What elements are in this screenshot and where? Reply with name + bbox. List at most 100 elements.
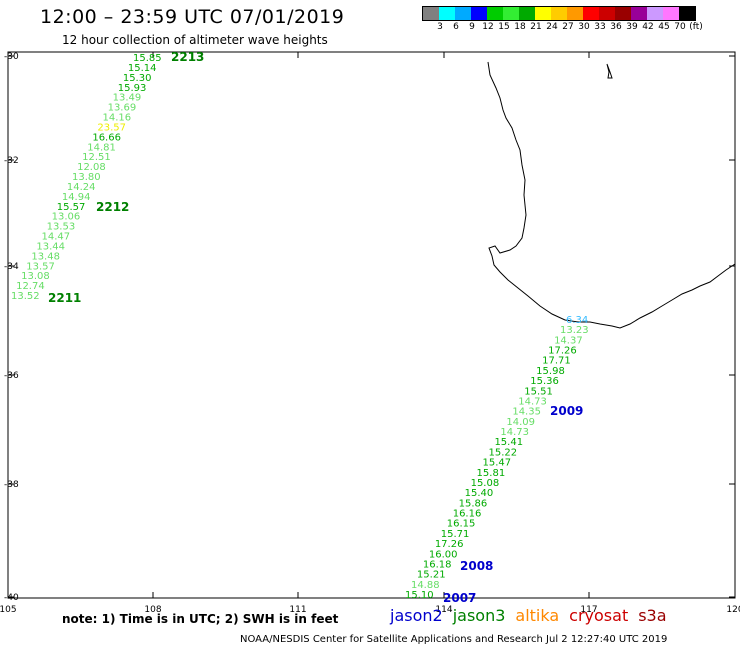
- lat-tick-label: -40: [4, 593, 19, 603]
- swh-value-west: 13.06: [52, 212, 81, 223]
- swh-value-east: 15.36: [530, 376, 559, 387]
- colorbar-label: 6: [453, 22, 459, 32]
- colorbar-label: 30: [578, 22, 590, 32]
- swh-value-east: 16.00: [429, 549, 458, 560]
- swh-value-east: 13.23: [560, 325, 589, 336]
- swh-value-east: 17.26: [435, 539, 464, 550]
- swh-value-east: 15.41: [494, 437, 523, 448]
- swh-value-west: 12.74: [16, 281, 45, 292]
- swh-value-west: 15.85: [133, 53, 162, 64]
- colorbar-swatch: [487, 7, 503, 20]
- swh-value-east: 15.08: [471, 478, 500, 489]
- swh-value-west: 12.51: [82, 152, 111, 163]
- swh-value-west: 13.52: [11, 291, 40, 302]
- swh-value-east: 17.26: [548, 346, 577, 357]
- colorbar-label: 36: [610, 22, 622, 32]
- coastline: [487, 61, 736, 329]
- swh-value-west: 13.48: [31, 251, 60, 262]
- swh-value-east: 15.98: [536, 366, 565, 377]
- colorbar-swatch: [583, 7, 599, 20]
- colorbar-label: 3: [437, 22, 443, 32]
- swh-value-west: 15.57: [57, 202, 86, 213]
- colorbar-swatch: [471, 7, 487, 20]
- colorbar-swatch: [423, 7, 439, 20]
- swh-value-west: 13.49: [113, 93, 142, 104]
- swh-value-west: 14.16: [103, 113, 132, 124]
- swh-value-west: 12.08: [77, 162, 106, 173]
- colorbar-label: 33: [594, 22, 606, 32]
- swh-value-west: 13.69: [108, 103, 137, 114]
- colorbar-label: 70: [674, 22, 686, 32]
- pass-time-label: 2211: [48, 291, 81, 305]
- lon-tick-label: 111: [289, 605, 306, 615]
- pass-time-label: 2212: [96, 200, 129, 214]
- colorbar-swatch: [567, 7, 583, 20]
- island-outline: [606, 63, 613, 79]
- lon-tick-label: 108: [144, 605, 161, 615]
- swh-value-west: 14.94: [62, 192, 91, 203]
- legend-entry: jason2: [390, 606, 443, 625]
- swh-value-west: 15.30: [123, 73, 152, 84]
- colorbar-swatch: [519, 7, 535, 20]
- lat-tick-label: -38: [4, 480, 19, 490]
- colorbar-swatch: [679, 7, 695, 20]
- swh-value-east: 14.09: [506, 417, 535, 428]
- colorbar-swatch: [535, 7, 551, 20]
- colorbar-swatch: [663, 7, 679, 20]
- colorbar-swatch: [551, 7, 567, 20]
- legend-entry: s3a: [638, 606, 667, 625]
- swh-value-east: 6.34: [566, 315, 588, 326]
- swh-value-east: 14.35: [512, 407, 541, 418]
- swh-value-east: 16.18: [423, 559, 452, 570]
- swh-value-east: 15.10: [405, 590, 434, 601]
- swh-value-west: 13.44: [36, 241, 65, 252]
- colorbar-swatch: [503, 7, 519, 20]
- satellite-legend: jason2 jason3 altika cryosat s3a: [390, 606, 677, 625]
- swh-value-east: 15.47: [483, 458, 512, 469]
- colorbar-label: 18: [514, 22, 526, 32]
- colorbar-swatch: [615, 7, 631, 20]
- map-title: 12:00 – 23:59 UTC 07/01/2019: [40, 6, 345, 28]
- swh-value-east: 15.71: [441, 529, 470, 540]
- east-track: 6.3413.2314.3717.2617.7115.9815.3615.511…: [405, 315, 589, 601]
- colorbar-label: (ft): [689, 22, 703, 32]
- swh-value-east: 14.88: [411, 580, 440, 591]
- colorbar-label: 39: [626, 22, 638, 32]
- swh-value-east: 14.73: [518, 396, 547, 407]
- colorbar-label: 24: [546, 22, 558, 32]
- colorbar-label: 45: [658, 22, 670, 32]
- axis-ticks: 105 108 111 114 117 120 -30 -32 -34 -36 -38 -40: [0, 52, 740, 615]
- swh-value-east: 15.51: [524, 386, 553, 397]
- swh-value-east: 17.71: [542, 356, 571, 367]
- wave-height-colorbar: [422, 6, 696, 21]
- lat-tick-label: -32: [4, 156, 19, 166]
- swh-value-west: 15.93: [118, 83, 147, 94]
- swh-value-east: 15.86: [459, 498, 488, 509]
- note-text: note: 1) Time is in UTC; 2) SWH is in fe…: [62, 612, 339, 626]
- swh-value-west: 23.57: [97, 122, 126, 133]
- swh-value-west: 13.80: [72, 172, 101, 183]
- legend-entry: cryosat: [569, 606, 629, 625]
- pass-time-label: 2213: [171, 50, 204, 64]
- legend-entry: jason3: [452, 606, 506, 625]
- legend-entry: altika: [515, 606, 560, 625]
- colorbar-label: 21: [530, 22, 542, 32]
- lon-tick-label: 114: [435, 605, 452, 615]
- swh-value-west: 13.57: [26, 261, 55, 272]
- west-track: 15.8515.1415.3015.9313.4913.6914.1623.57…: [11, 53, 162, 302]
- swh-value-east: 15.21: [417, 570, 446, 581]
- colorbar-swatch: [455, 7, 471, 20]
- swh-value-west: 13.53: [47, 222, 76, 233]
- swh-value-west: 14.47: [42, 232, 71, 243]
- colorbar-label: 9: [469, 22, 475, 32]
- swh-value-east: 16.15: [447, 519, 476, 530]
- pass-time-label: 2009: [550, 404, 583, 418]
- swh-value-east: 14.73: [500, 427, 529, 438]
- lon-tick-label: 105: [0, 605, 17, 615]
- colorbar-swatch: [647, 7, 663, 20]
- colorbar-label: 27: [562, 22, 574, 32]
- colorbar-label: 42: [642, 22, 654, 32]
- colorbar-label: 15: [498, 22, 510, 32]
- swh-value-east: 16.16: [453, 509, 482, 520]
